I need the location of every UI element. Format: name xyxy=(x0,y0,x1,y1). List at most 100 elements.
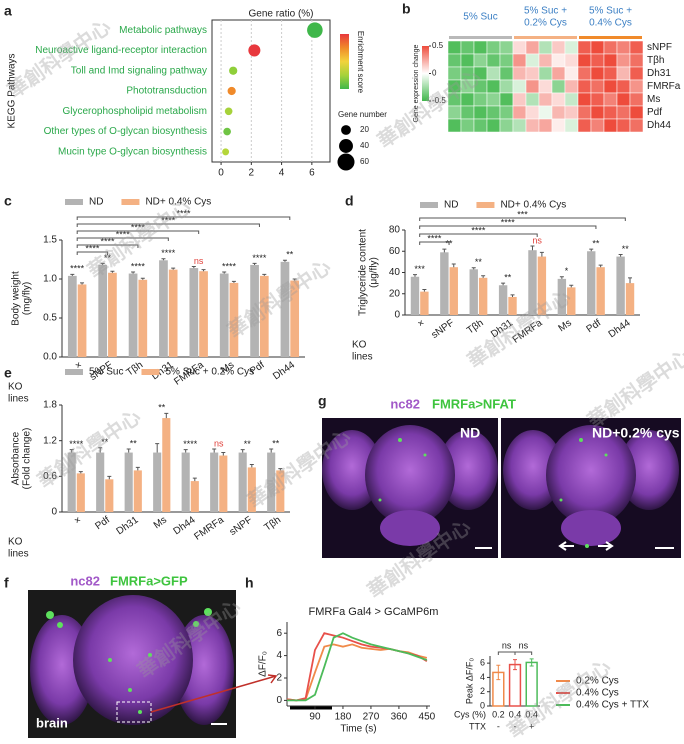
heatmap-cell xyxy=(499,105,514,120)
heatmap-cell xyxy=(564,92,579,107)
x-axis-label: KO xyxy=(8,382,23,393)
significance-label: **** xyxy=(252,253,267,263)
table-cell: 0.2 xyxy=(492,709,505,719)
colorbar-title: Enrichment score xyxy=(356,31,365,94)
bar xyxy=(276,470,285,512)
bar xyxy=(199,271,208,357)
heatmap-cell xyxy=(473,105,488,120)
heatmap-cell xyxy=(512,66,527,81)
heatmap-cell xyxy=(512,92,527,107)
significance-label: **** xyxy=(183,439,198,449)
stain-label: nc82 xyxy=(70,573,100,588)
heatmap-cell xyxy=(538,53,553,68)
bracket xyxy=(514,651,533,655)
size-legend-marker xyxy=(341,125,351,135)
error-bar xyxy=(539,251,544,257)
heatmap-cell xyxy=(447,118,462,133)
bar xyxy=(67,452,76,512)
x-axis-label: KO xyxy=(352,340,367,351)
x-axis-label: lines xyxy=(352,352,373,363)
bar xyxy=(625,283,635,315)
bubble xyxy=(307,22,323,38)
heatmap-cell xyxy=(486,53,501,68)
corner-label: brain xyxy=(36,715,68,730)
bar xyxy=(96,452,105,512)
bracket xyxy=(76,251,109,255)
error-bar xyxy=(183,449,188,453)
heatmap-cell xyxy=(473,92,488,107)
colorbar xyxy=(422,46,429,101)
group-label: 0.4% Cys xyxy=(589,18,632,29)
heatmap-cell xyxy=(538,40,553,55)
heatmap-cell xyxy=(525,40,540,55)
heatmap-cell xyxy=(603,105,618,120)
bar xyxy=(478,277,488,315)
heatmap-cell xyxy=(538,66,553,81)
heatmap-cell xyxy=(577,118,592,133)
y-tick-label: 0.6 xyxy=(43,471,57,482)
error-bar xyxy=(110,270,115,273)
significance-label: ** xyxy=(504,273,512,283)
bubble xyxy=(248,44,261,57)
heatmap-cell xyxy=(616,40,631,55)
row-label: sNPF xyxy=(647,42,672,53)
bar xyxy=(537,256,547,315)
colorbar-tick-label: -0.5 xyxy=(432,96,446,105)
bar xyxy=(219,455,228,512)
significance-label: **** xyxy=(222,261,237,271)
significance-label: ** xyxy=(286,250,294,260)
heatmap-cell xyxy=(616,79,631,94)
heatmap-cell xyxy=(512,79,527,94)
x-tick-label: 0 xyxy=(218,168,224,179)
error-bar xyxy=(513,659,517,671)
significance-label: ns xyxy=(214,438,224,448)
heatmap-cell xyxy=(603,53,618,68)
x-tick-label: 450 xyxy=(419,712,436,723)
group-label: 5% Suc + xyxy=(524,6,567,17)
bar xyxy=(98,264,108,357)
bracket xyxy=(419,241,450,245)
row-label: Pdf xyxy=(647,107,662,118)
panel-label: d xyxy=(345,193,354,209)
table-cell: 0.4 xyxy=(509,709,522,719)
error-bar xyxy=(442,248,447,253)
heatmap-cell xyxy=(577,66,592,81)
row-label: FMRFa xyxy=(647,81,681,92)
heatmap-cell xyxy=(473,53,488,68)
error-bar xyxy=(126,448,131,453)
group-label: 5% Suc xyxy=(463,12,497,23)
bracket-label: **** xyxy=(116,229,131,239)
significance-label: **** xyxy=(70,264,85,274)
x-tick-label: 360 xyxy=(391,712,408,723)
legend-label: 5% Suc xyxy=(89,367,123,378)
legend-swatch xyxy=(65,199,83,205)
heatmap-cell xyxy=(486,79,501,94)
heatmap-cell xyxy=(486,118,501,133)
significance-label: ns xyxy=(519,640,529,650)
error-bar xyxy=(559,276,564,279)
colorbar-tick-label: 0 xyxy=(432,69,437,78)
significance-label: ns xyxy=(532,235,542,245)
error-bar xyxy=(252,262,257,265)
heatmap-cell xyxy=(551,118,566,133)
y-tick-label: 1.0 xyxy=(43,274,57,285)
category-label: Neuroactive ligand-receptor interaction xyxy=(35,45,207,56)
size-legend-label: 60 xyxy=(360,157,369,166)
bracket-label: **** xyxy=(501,217,516,227)
y-tick-label: 0.5 xyxy=(43,313,57,324)
error-bar xyxy=(278,468,283,471)
heatmap-cell xyxy=(564,79,579,94)
brain-shape xyxy=(322,425,498,546)
bar xyxy=(525,661,538,707)
error-bar xyxy=(192,477,197,482)
panel-label: h xyxy=(245,575,254,591)
heatmap-cell xyxy=(525,105,540,120)
bar xyxy=(528,250,537,315)
panel-label: b xyxy=(402,1,411,17)
error-bar xyxy=(569,284,574,288)
panel-label: c xyxy=(4,193,12,209)
y-tick-label: 0 xyxy=(480,700,485,710)
bar xyxy=(162,418,171,512)
bar xyxy=(508,663,522,707)
x-tick-label: 180 xyxy=(335,712,352,723)
